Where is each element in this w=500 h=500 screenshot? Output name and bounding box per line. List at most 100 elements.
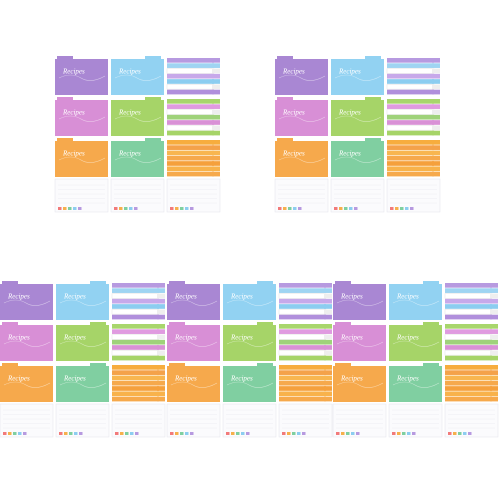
card-icon: [287, 432, 291, 435]
folder-tab: [90, 281, 106, 285]
divider-strip: [445, 380, 492, 386]
divider-tab: [490, 293, 498, 299]
divider-tab: [432, 145, 440, 150]
divider-strip: [112, 283, 159, 288]
card-icon: [185, 207, 189, 210]
card-icon: [125, 432, 129, 435]
divider-strip: [386, 84, 435, 90]
folder-card: [331, 59, 384, 95]
folder-card: [333, 284, 386, 320]
folder-tab: [90, 322, 106, 326]
folder-card: [223, 325, 276, 361]
divider-tab: [490, 339, 498, 345]
divider-tab: [212, 84, 220, 90]
divider-strip: [278, 334, 327, 340]
folder-card: [331, 141, 384, 177]
card-swirl: [334, 115, 382, 122]
divider-strip: [166, 109, 215, 115]
folder-card: [275, 59, 328, 95]
card-swirl: [59, 381, 107, 388]
card-icon: [190, 207, 194, 210]
divider-strip: [387, 104, 434, 109]
divider-strip: [112, 396, 159, 402]
divider-tab: [490, 365, 498, 370]
divider-strip: [278, 309, 327, 315]
card-swirl: [58, 74, 106, 81]
divider-strip: [167, 99, 214, 104]
divider-tab: [432, 161, 440, 166]
divider-strip: [387, 140, 434, 145]
card-swirl: [278, 156, 326, 163]
divider-strip: [279, 304, 326, 309]
card-icon: [68, 207, 72, 210]
folder-card: [111, 59, 164, 95]
divider-strip: [445, 288, 492, 293]
card-icon: [129, 207, 133, 210]
divider-strip: [167, 140, 214, 145]
card-swirl: [170, 340, 218, 347]
divider-strip: [167, 58, 214, 63]
card-icon: [115, 432, 119, 435]
folder-card: [56, 366, 109, 402]
divider-tab: [324, 345, 332, 350]
divider-tab: [157, 314, 165, 320]
divider-tab: [490, 370, 498, 375]
card-icon: [292, 432, 296, 435]
divider-tab: [157, 386, 165, 391]
divider-strip: [112, 370, 159, 375]
card-icon: [298, 207, 302, 210]
divider-tab: [490, 345, 498, 350]
divider-tab: [324, 365, 332, 370]
folder-tab: [423, 322, 439, 326]
divider-strip: [387, 114, 434, 120]
divider-tab: [212, 79, 220, 84]
divider-tab: [432, 155, 440, 161]
card-label: Recipes: [340, 375, 363, 383]
card-icon: [390, 207, 394, 210]
divider-strip: [445, 370, 492, 375]
divider-tab: [324, 324, 332, 329]
divider-tab: [212, 150, 220, 156]
folder-card: [333, 325, 386, 361]
divider-strip: [167, 166, 214, 172]
folder-tab: [169, 281, 185, 285]
divider-tab: [432, 171, 440, 177]
divider-strip: [112, 314, 159, 320]
divider-strip: [444, 309, 493, 315]
divider-strip: [167, 104, 214, 109]
folder-tab: [2, 322, 18, 326]
card-icon: [226, 432, 230, 435]
folder-card: [0, 284, 53, 320]
index-card: [386, 178, 441, 213]
divider-tab: [490, 380, 498, 386]
card-icon: [23, 432, 27, 435]
card-swirl: [226, 340, 274, 347]
folder-card: [331, 100, 384, 136]
divider-strip: [112, 329, 159, 334]
index-card: [274, 178, 329, 213]
divider-set: Recipes Recipes Recipes Recipes Recipes Recip…: [274, 56, 441, 213]
card-swirl: [114, 74, 162, 81]
card-label: Recipes: [63, 334, 86, 342]
divider-strip: [112, 391, 159, 397]
divider-strip: [112, 365, 159, 370]
divider-strip: [112, 304, 159, 309]
card-icon: [468, 432, 472, 435]
card-icon: [241, 432, 245, 435]
card-icon: [119, 207, 123, 210]
folder-card: [111, 100, 164, 136]
card-icon: [297, 432, 301, 435]
card-label: Recipes: [230, 375, 253, 383]
card-swirl: [392, 299, 440, 306]
divider-set: Recipes Recipes Recipes Recipes Recipes Recip…: [54, 56, 221, 213]
card-label: Recipes: [7, 334, 30, 342]
card-icon: [134, 207, 138, 210]
divider-strip: [279, 396, 326, 402]
divider-strip: [386, 68, 435, 74]
card-icon: [453, 432, 457, 435]
divider-tab: [212, 68, 220, 74]
divider-tab: [212, 140, 220, 145]
divider-strip: [386, 125, 435, 131]
folder-card: [167, 325, 220, 361]
